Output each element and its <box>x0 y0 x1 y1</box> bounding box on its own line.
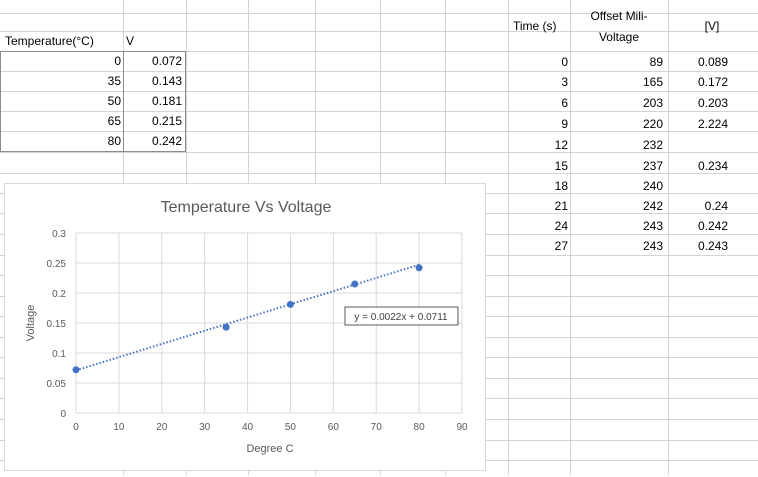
temperature-cell[interactable]: 0 <box>114 54 121 68</box>
offset-cell[interactable]: 243 <box>642 219 663 233</box>
offset-cell[interactable]: 220 <box>642 117 663 131</box>
temperature-cell[interactable]: 80 <box>107 134 121 148</box>
y-tick-label: 0.25 <box>47 259 67 270</box>
volt-cell[interactable]: 0.24 <box>704 199 728 213</box>
time-cell[interactable]: 9 <box>561 117 568 131</box>
y-tick-label: 0.05 <box>47 379 67 390</box>
y-tick-label: 0.15 <box>47 319 67 330</box>
x-tick-label: 40 <box>242 422 254 433</box>
offset-cell[interactable]: 165 <box>642 75 663 89</box>
time-cell[interactable]: 12 <box>554 138 568 152</box>
temperature-cell[interactable]: 65 <box>107 114 121 128</box>
temperature-cell[interactable]: 35 <box>107 74 121 88</box>
volt-cell[interactable]: 0.242 <box>697 219 728 233</box>
voltage-cell[interactable]: 0.072 <box>151 54 182 68</box>
header-v-bracket[interactable]: [V] <box>704 19 720 33</box>
trendline-equation-box <box>344 306 459 326</box>
volt-cell[interactable]: 0.203 <box>697 96 728 110</box>
y-tick-label: 0.2 <box>52 289 66 300</box>
data-point <box>72 366 80 374</box>
chart-canvas: Temperature Vs Voltage Voltage Degree C … <box>25 199 468 455</box>
offset-cell[interactable]: 89 <box>649 55 663 69</box>
y-tick-label: 0 <box>60 409 66 420</box>
volt-cell[interactable]: 0.089 <box>697 55 728 69</box>
x-tick-label: 60 <box>328 422 340 433</box>
x-tick-label: 20 <box>156 422 168 433</box>
header-time[interactable]: Time (s) <box>513 19 557 33</box>
volt-cell[interactable]: 2.224 <box>697 117 728 131</box>
voltage-cell[interactable]: 0.215 <box>151 114 182 128</box>
time-cell[interactable]: 21 <box>554 199 568 213</box>
voltage-cell[interactable]: 0.181 <box>151 94 182 108</box>
x-axis-label: Degree C <box>246 443 293 455</box>
voltage-column-border <box>123 51 186 152</box>
x-tick-label: 80 <box>414 422 426 433</box>
offset-cell[interactable]: 237 <box>642 159 663 173</box>
offset-cell[interactable]: 232 <box>642 138 663 152</box>
header-offset-line2[interactable]: Voltage <box>598 30 640 44</box>
x-tick-label: 10 <box>113 422 125 433</box>
time-cell[interactable]: 6 <box>561 96 568 110</box>
data-point <box>415 264 423 272</box>
time-cell[interactable]: 15 <box>554 159 568 173</box>
offset-cell[interactable]: 242 <box>642 199 663 213</box>
data-point <box>222 323 230 331</box>
time-cell[interactable]: 18 <box>554 179 568 193</box>
trendline-equation-label: y = 0.0022x + 0.0711 <box>354 312 448 323</box>
x-tick-label: 70 <box>371 422 383 433</box>
time-cell[interactable]: 24 <box>554 219 568 233</box>
temperature-cell[interactable]: 50 <box>107 94 121 108</box>
voltage-cell[interactable]: 0.143 <box>151 74 182 88</box>
time-cell[interactable]: 27 <box>554 239 568 253</box>
data-point <box>286 300 294 308</box>
volt-cell[interactable]: 0.243 <box>697 239 728 253</box>
volt-cell[interactable]: 0.234 <box>697 159 728 173</box>
x-tick-label: 50 <box>285 422 297 433</box>
scatter-chart[interactable]: Temperature Vs Voltage Voltage Degree C … <box>4 183 486 471</box>
voltage-cell[interactable]: 0.242 <box>151 134 182 148</box>
data-point <box>351 280 359 288</box>
header-temperature[interactable]: Temperature(°C) <box>5 34 94 48</box>
time-cell[interactable]: 0 <box>561 55 568 69</box>
trendline <box>75 263 420 372</box>
offset-cell[interactable]: 240 <box>642 179 663 193</box>
x-tick-label: 90 <box>456 422 468 433</box>
y-axis-label: Voltage <box>25 305 37 342</box>
offset-cell[interactable]: 243 <box>642 239 663 253</box>
volt-cell[interactable]: 0.172 <box>697 75 728 89</box>
chart-title: Temperature Vs Voltage <box>161 199 332 216</box>
x-tick-label: 0 <box>73 422 79 433</box>
y-tick-label: 0.1 <box>52 349 66 360</box>
y-tick-label: 0.3 <box>52 229 66 240</box>
offset-cell[interactable]: 203 <box>642 96 663 110</box>
header-offset-line1[interactable]: Offset Mili- <box>590 9 648 23</box>
header-voltage[interactable]: V <box>126 34 135 48</box>
time-cell[interactable]: 3 <box>561 75 568 89</box>
x-tick-label: 30 <box>199 422 211 433</box>
